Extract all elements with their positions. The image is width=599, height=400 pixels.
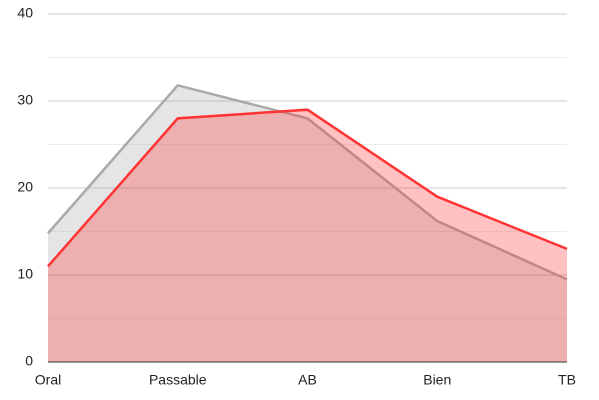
area — [48, 109, 567, 362]
y-tick-label: 20 — [17, 179, 33, 195]
y-tick-label: 40 — [17, 5, 33, 21]
y-tick-label: 0 — [25, 353, 33, 369]
x-tick-label: AB — [298, 372, 317, 388]
line — [47, 108, 568, 268]
x-tick-label: Oral — [35, 372, 61, 388]
line — [47, 83, 568, 281]
x-tick-label: Bien — [423, 372, 451, 388]
x-tick-label: Passable — [149, 372, 207, 388]
y-tick-label: 30 — [17, 92, 33, 108]
area — [48, 85, 567, 362]
x-tick-label: TB — [558, 372, 576, 388]
y-tick-label: 10 — [17, 266, 33, 282]
